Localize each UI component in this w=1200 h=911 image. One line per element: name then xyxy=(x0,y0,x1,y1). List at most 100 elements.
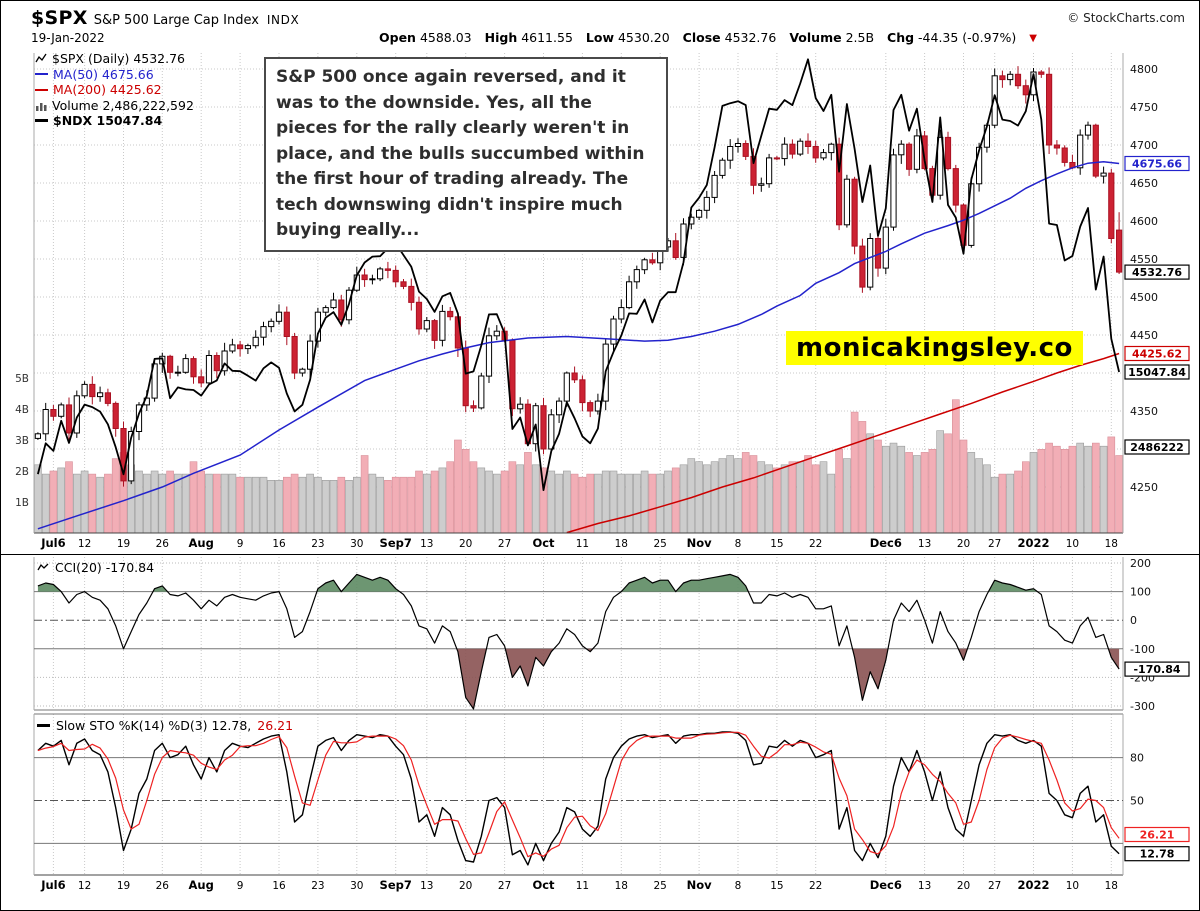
svg-text:16: 16 xyxy=(272,880,286,892)
svg-text:20: 20 xyxy=(459,538,472,550)
symbol: $SPX xyxy=(31,7,88,29)
legend-ma200: MA(200) 4425.62 xyxy=(35,82,194,98)
svg-text:0: 0 xyxy=(1130,614,1137,627)
svg-text:15: 15 xyxy=(770,880,783,892)
svg-text:22: 22 xyxy=(809,538,822,550)
svg-text:4650: 4650 xyxy=(1130,177,1158,190)
svg-text:-300: -300 xyxy=(1130,700,1155,713)
cci-label-text: CCI(20) -170.84 xyxy=(55,560,155,575)
volume-bars-icon xyxy=(36,102,47,111)
svg-text:Aug: Aug xyxy=(189,536,214,550)
ma200-line-icon xyxy=(35,88,48,91)
svg-text:15047.84: 15047.84 xyxy=(1128,366,1186,379)
svg-text:9: 9 xyxy=(237,538,244,550)
svg-text:Jul6: Jul6 xyxy=(40,878,65,892)
header-row: $SPX S&P 500 Large Cap Index INDX xyxy=(31,7,299,29)
value-callouts: 4675.66 4532.76 4425.62 15047.84 2486222 -170… xyxy=(1124,155,1190,862)
sto-label-text: Slow STO %K(14) %D(3) 12.78, xyxy=(56,718,252,733)
svg-text:12.78: 12.78 xyxy=(1140,848,1175,861)
index-name: S&P 500 Large Cap Index xyxy=(93,13,259,28)
svg-text:80: 80 xyxy=(1130,752,1144,765)
svg-text:13: 13 xyxy=(918,880,931,892)
svg-text:4500: 4500 xyxy=(1130,291,1158,304)
svg-text:4675.66: 4675.66 xyxy=(1132,158,1182,171)
quote-high: High 4611.55 xyxy=(484,30,573,45)
cci-label: CCI(20) -170.84 xyxy=(37,560,154,575)
quote-open: Open 4588.03 xyxy=(379,30,472,45)
copyright: © StockCharts.com xyxy=(1067,11,1185,25)
svg-text:13: 13 xyxy=(918,538,931,550)
svg-text:4750: 4750 xyxy=(1130,101,1158,114)
watermark: monicakingsley.co xyxy=(786,331,1083,365)
svg-text:Dec6: Dec6 xyxy=(870,878,902,892)
svg-text:27: 27 xyxy=(988,880,1001,892)
svg-text:5B: 5B xyxy=(15,373,29,385)
cci-series-icon xyxy=(37,563,49,571)
svg-text:2022: 2022 xyxy=(1017,878,1049,892)
svg-text:Nov: Nov xyxy=(687,878,713,892)
svg-text:50: 50 xyxy=(1130,795,1144,808)
quote-change: Chg -44.35 (-0.97%) xyxy=(887,30,1017,45)
svg-text:4350: 4350 xyxy=(1130,405,1158,418)
svg-text:23: 23 xyxy=(311,538,324,550)
svg-text:-170.84: -170.84 xyxy=(1133,663,1180,676)
svg-text:4450: 4450 xyxy=(1130,329,1158,342)
svg-text:12: 12 xyxy=(78,538,91,550)
svg-text:4425.62: 4425.62 xyxy=(1132,348,1182,361)
panel-borders xyxy=(1,53,1199,876)
svg-text:18: 18 xyxy=(1105,538,1118,550)
quote-low: Low 4530.20 xyxy=(585,30,670,45)
svg-text:Aug: Aug xyxy=(189,878,214,892)
svg-text:19: 19 xyxy=(117,538,130,550)
chart-date: 19-Jan-2022 xyxy=(31,31,105,45)
svg-text:19: 19 xyxy=(117,880,130,892)
sto-label-d-value: 26.21 xyxy=(257,718,294,733)
svg-text:4B: 4B xyxy=(15,404,29,416)
svg-text:4550: 4550 xyxy=(1130,253,1158,266)
svg-text:27: 27 xyxy=(498,880,511,892)
ma200-line xyxy=(566,352,1120,534)
svg-text:26: 26 xyxy=(156,538,170,550)
svg-text:12: 12 xyxy=(78,880,91,892)
svg-text:30: 30 xyxy=(350,538,363,550)
change-down-triangle-icon: ▼ xyxy=(1029,33,1037,44)
svg-text:2486222: 2486222 xyxy=(1130,441,1184,454)
legend-ndx-label: $NDX 15047.84 xyxy=(53,113,163,128)
svg-text:Sep7: Sep7 xyxy=(380,536,412,550)
quote-line: Open 4588.03 High 4611.55 Low 4530.20 Cl… xyxy=(379,30,1037,45)
svg-text:4700: 4700 xyxy=(1130,139,1158,152)
ma50-line xyxy=(37,160,1120,530)
quote-volume: Volume 2.5B xyxy=(789,30,875,45)
svg-text:Oct: Oct xyxy=(532,536,555,550)
svg-text:2022: 2022 xyxy=(1017,536,1049,550)
svg-text:4250: 4250 xyxy=(1130,481,1158,494)
sto-label: Slow STO %K(14) %D(3) 12.78, 26.21 xyxy=(37,718,293,733)
svg-text:4600: 4600 xyxy=(1130,215,1158,228)
svg-text:13: 13 xyxy=(420,538,433,550)
svg-text:20: 20 xyxy=(957,538,970,550)
svg-text:3B: 3B xyxy=(15,435,29,447)
svg-text:27: 27 xyxy=(988,538,1001,550)
svg-text:10: 10 xyxy=(1066,538,1079,550)
volume-bars xyxy=(34,399,1123,534)
ma50-line-icon xyxy=(35,73,48,76)
legend-ndx: $NDX 15047.84 xyxy=(35,113,194,129)
svg-text:25: 25 xyxy=(654,538,667,550)
svg-text:26.21: 26.21 xyxy=(1140,829,1175,842)
svg-text:Oct: Oct xyxy=(532,878,555,892)
svg-text:23: 23 xyxy=(311,880,324,892)
svg-text:8: 8 xyxy=(735,880,742,892)
svg-text:30: 30 xyxy=(350,880,363,892)
svg-text:11: 11 xyxy=(576,538,589,550)
svg-text:20: 20 xyxy=(459,880,472,892)
svg-text:200: 200 xyxy=(1130,557,1151,570)
svg-text:26: 26 xyxy=(156,880,170,892)
legend-spx: $SPX (Daily) 4532.76 xyxy=(35,51,194,67)
ndx-line xyxy=(37,58,1120,491)
legend-volume: Volume 2,486,222,592 xyxy=(35,98,194,114)
svg-text:11: 11 xyxy=(576,880,589,892)
svg-text:Nov: Nov xyxy=(687,536,713,550)
x-axis: Jul6 12 19 26 Aug 9 16 23 30 Sep7 13 20 27 Oct 11 18 25 N… xyxy=(40,536,1118,892)
